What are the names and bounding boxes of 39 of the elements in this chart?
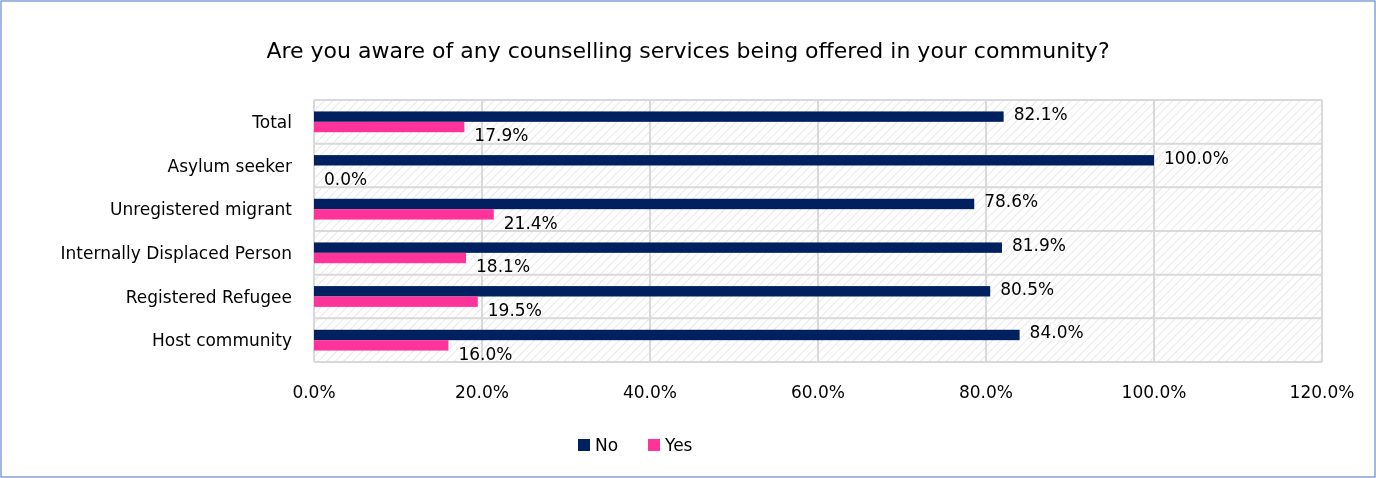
y-tick-label: Unregistered migrant — [110, 199, 293, 220]
data-label: 19.5% — [487, 299, 542, 320]
x-tick-label: 60.0% — [790, 382, 846, 402]
x-tick-label: 120.0% — [1289, 382, 1355, 402]
x-tick-label: 100.0% — [1121, 382, 1187, 402]
data-label: 78.6% — [984, 191, 1039, 212]
x-tick-label: 40.0% — [622, 382, 678, 402]
y-tick-label: Asylum seeker — [167, 155, 292, 176]
legend-label: Yes — [664, 435, 693, 455]
data-label: 80.5% — [1000, 278, 1055, 299]
data-label: 81.9% — [1011, 234, 1066, 255]
legend-label: No — [595, 435, 619, 455]
data-label: 16.0% — [458, 343, 513, 364]
bar — [314, 296, 478, 307]
bar — [314, 329, 1020, 341]
bar — [314, 242, 1002, 253]
bar — [314, 252, 467, 264]
bar — [314, 340, 449, 351]
data-label: 21.4% — [503, 212, 558, 233]
x-tick-label: 0.0% — [292, 382, 336, 402]
y-tick-label: Internally Displaced Person — [60, 242, 292, 263]
bar — [314, 155, 1154, 166]
x-tick-label: 80.0% — [958, 382, 1014, 402]
bar — [314, 111, 1004, 122]
data-label: 100.0% — [1164, 147, 1229, 168]
x-tick-label: 20.0% — [454, 382, 510, 402]
y-tick-label: Host community — [152, 330, 292, 351]
data-label: 82.1% — [1013, 103, 1068, 124]
bar — [314, 209, 494, 220]
data-label: 17.9% — [474, 125, 529, 146]
bar — [314, 286, 991, 297]
bar — [314, 121, 465, 133]
bar — [314, 198, 975, 210]
y-tick-label: Total — [251, 111, 292, 132]
data-label: 0.0% — [324, 168, 368, 189]
chart-title: Are you aware of any counselling services being offered in your community? — [266, 38, 1110, 63]
data-label: 18.1% — [476, 256, 531, 277]
y-tick-label: Registered Refugee — [125, 286, 292, 307]
data-label: 84.0% — [1029, 322, 1084, 343]
